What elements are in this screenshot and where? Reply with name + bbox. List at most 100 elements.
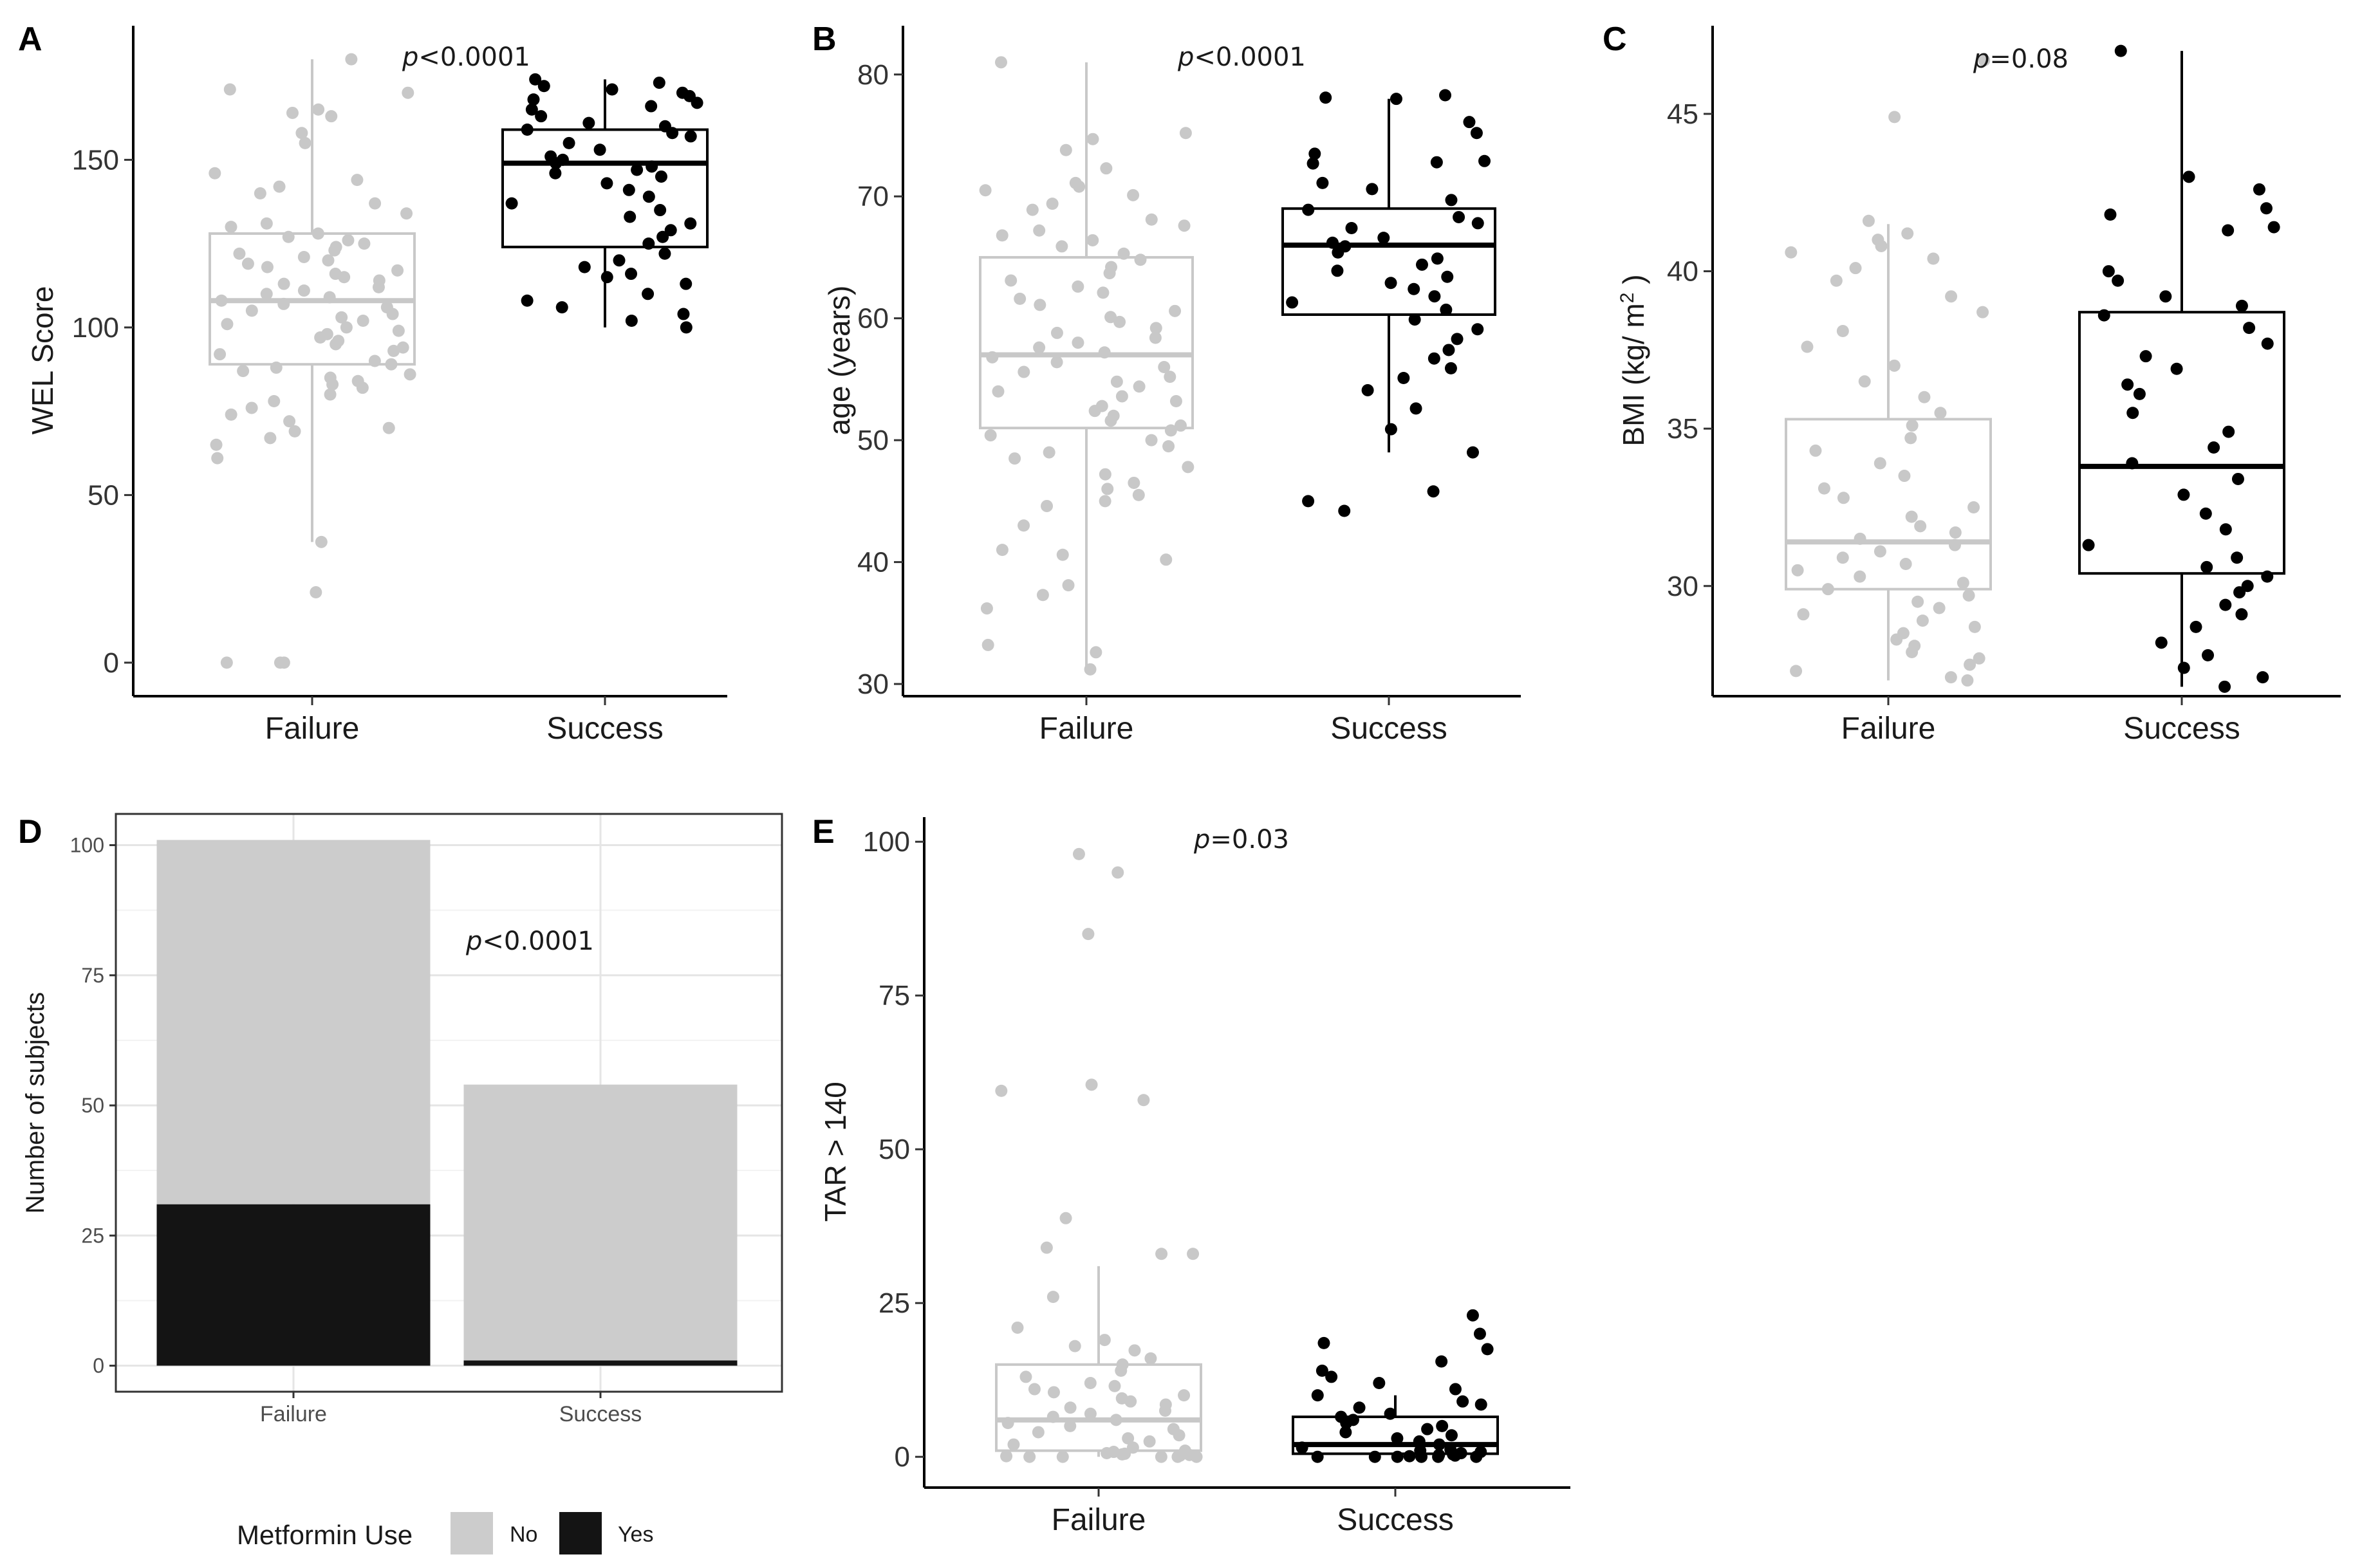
x-tick-label: Failure (1039, 712, 1134, 746)
data-point (1368, 1450, 1381, 1463)
data-point (578, 261, 591, 273)
data-point (315, 535, 328, 548)
data-point (1481, 1343, 1494, 1356)
y-tick-label: 0 (104, 647, 119, 679)
data-point (1110, 375, 1123, 388)
data-point (1888, 111, 1901, 124)
box-failure (995, 1266, 1202, 1457)
y-tick-label: 35 (1667, 413, 1698, 445)
panel-d-label: D (18, 813, 42, 851)
data-point (986, 351, 999, 364)
data-point (1373, 1376, 1386, 1389)
data-point (1097, 286, 1110, 299)
data-point (642, 237, 655, 250)
p-value-d: p<0.0001 (465, 927, 594, 956)
data-point (1086, 234, 1099, 246)
data-point (1171, 1450, 1184, 1463)
box-iqr (2078, 311, 2285, 575)
data-point (1055, 240, 1068, 253)
data-point (1874, 545, 1886, 558)
data-point (1473, 1327, 1486, 1340)
data-point (625, 314, 638, 327)
bar-success (463, 1084, 738, 1366)
data-point (1964, 658, 1976, 671)
data-point (1040, 1241, 1053, 1254)
panel-c-label: C (1603, 21, 1627, 58)
data-point (1384, 423, 1397, 436)
data-point (1122, 1432, 1135, 1445)
data-point (1432, 1450, 1445, 1463)
box-success (501, 79, 709, 327)
data-point (233, 247, 246, 260)
y-tick-label: 70 (857, 181, 889, 212)
x-tick-label: Failure (260, 1402, 327, 1426)
data-point (391, 264, 404, 277)
data-point (1187, 1248, 1200, 1260)
data-point (1366, 183, 1379, 196)
p-value-italic-c: p (1973, 44, 1989, 74)
data-point (2222, 425, 2235, 438)
data-point (535, 110, 548, 123)
data-point (1032, 1426, 1045, 1439)
bar-failure (156, 840, 431, 1366)
data-point (1311, 1389, 1324, 1402)
data-point (225, 408, 237, 421)
data-point (593, 143, 606, 156)
data-point (1391, 1450, 1404, 1463)
panel-a-label: A (18, 21, 42, 58)
data-point (582, 116, 595, 129)
data-point (261, 261, 274, 273)
data-point (1072, 337, 1084, 349)
data-point (312, 103, 325, 116)
points-failure (995, 847, 1203, 1463)
x-tick-label: Success (2123, 712, 2240, 746)
data-point (2082, 539, 2095, 551)
data-point (1088, 405, 1101, 418)
data-point (2126, 407, 2139, 420)
data-point (277, 277, 290, 290)
data-point (1190, 1450, 1203, 1463)
y-axis-title-superscript: 2 (1617, 293, 1638, 304)
data-point (2104, 208, 2117, 221)
data-point (1149, 331, 1162, 344)
data-point (215, 294, 228, 307)
data-point (1158, 1405, 1171, 1417)
data-point (1128, 1344, 1141, 1357)
data-point (1427, 485, 1440, 498)
data-point (342, 234, 355, 246)
data-point (2159, 290, 2172, 303)
data-point (1059, 143, 1072, 156)
data-point (1144, 1352, 1157, 1365)
data-point (245, 304, 258, 317)
data-point (1178, 1389, 1191, 1402)
data-point (297, 250, 310, 263)
data-point (1471, 217, 1484, 230)
data-point (209, 167, 221, 180)
y-tick-label: 0 (93, 1354, 104, 1378)
data-point (1111, 866, 1124, 879)
data-point (1436, 1419, 1449, 1432)
data-point (656, 230, 669, 243)
data-point (385, 358, 398, 371)
data-point (328, 244, 341, 257)
data-point (1099, 468, 1111, 481)
data-point (264, 432, 277, 445)
data-point (1046, 1410, 1059, 1423)
data-point (400, 207, 413, 220)
data-point (1086, 133, 1099, 145)
y-tick-label: 50 (879, 1134, 910, 1165)
data-point (664, 224, 677, 237)
data-point (1339, 1426, 1352, 1439)
box-iqr (1281, 207, 1496, 317)
data-point (223, 83, 236, 96)
y-tick-label: 60 (857, 303, 889, 335)
p-value-rest-d: <0.0001 (482, 927, 593, 956)
data-point (1050, 356, 1063, 369)
data-point (2112, 274, 2125, 287)
data-point (625, 268, 638, 281)
data-point (1470, 127, 1483, 140)
points-success (505, 73, 703, 334)
data-point (529, 73, 542, 86)
data-point (1302, 495, 1315, 508)
data-point (684, 217, 697, 230)
